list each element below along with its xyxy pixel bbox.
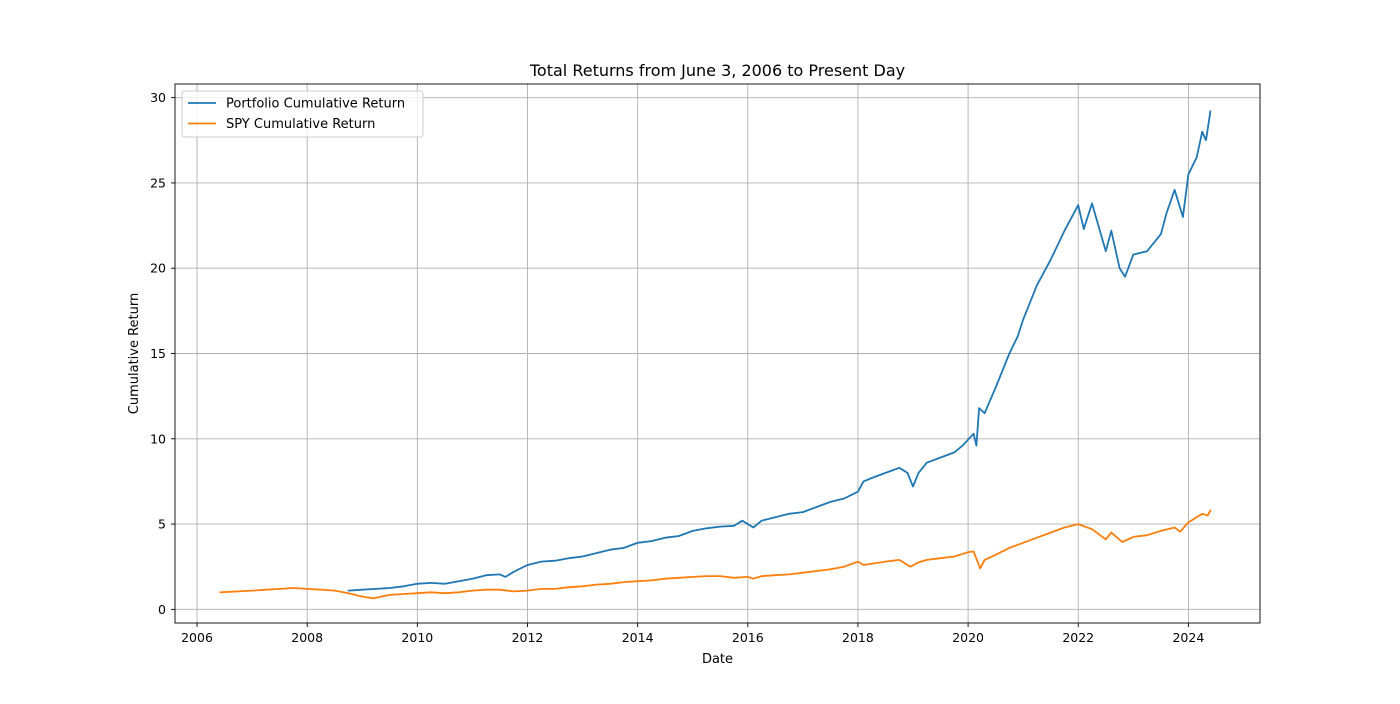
y-tick-label: 0 [158, 602, 166, 617]
series-lines [219, 110, 1212, 600]
x-tick-label: 2018 [842, 630, 874, 645]
chart-title: Total Returns from June 3, 2006 to Prese… [529, 61, 905, 80]
legend: Portfolio Cumulative Return SPY Cumulativ… [181, 90, 424, 138]
x-tick-label: 2014 [622, 630, 654, 645]
legend-label-2: SPY Cumulative Return [226, 117, 375, 132]
grid [175, 84, 1260, 623]
y-tick-label: 20 [150, 261, 166, 276]
x-tick-label: 2020 [952, 630, 984, 645]
x-tick-label: 2024 [1172, 630, 1204, 645]
x-tick-label: 2010 [401, 630, 433, 645]
y-axis-ticks: 0 5 10 15 20 25 30 [150, 90, 175, 617]
y-tick-label: 5 [158, 517, 166, 532]
legend-box [181, 90, 424, 138]
x-axis-label: Date [702, 652, 733, 667]
series-line-1 [347, 110, 1212, 592]
y-tick-label: 10 [150, 431, 166, 446]
y-tick-label: 30 [150, 90, 166, 105]
x-axis-ticks: 2006 2008 2010 2012 2014 2016 2018 2020 2022 2024 [181, 623, 1204, 645]
y-axis-label: Cumulative Return [127, 293, 142, 414]
x-tick-label: 2008 [291, 630, 323, 645]
x-tick-label: 2022 [1062, 630, 1094, 645]
series-line-2 [219, 509, 1212, 600]
y-tick-label: 25 [150, 175, 166, 190]
x-tick-label: 2016 [732, 630, 764, 645]
x-tick-label: 2006 [181, 630, 213, 645]
legend-label-1: Portfolio Cumulative Return [226, 97, 405, 112]
x-tick-label: 2012 [512, 630, 544, 645]
y-tick-label: 15 [150, 346, 166, 361]
